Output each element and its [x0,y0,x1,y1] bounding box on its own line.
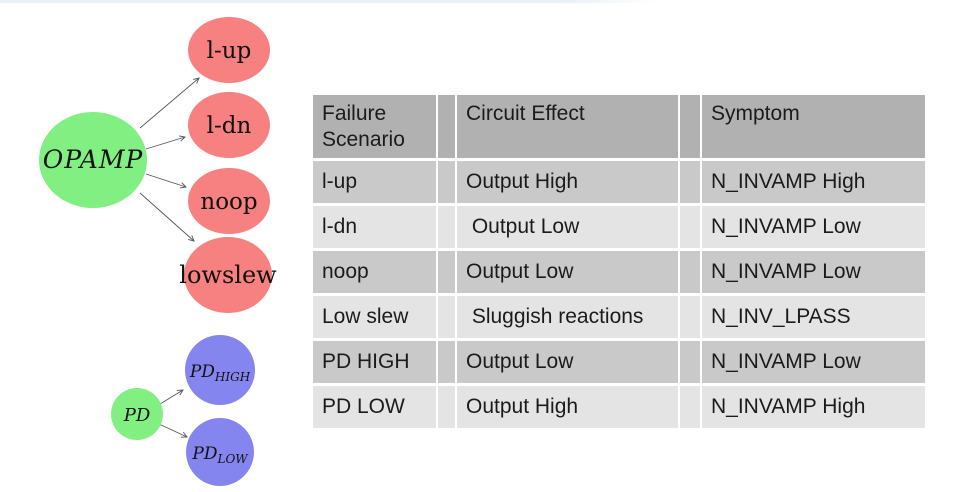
cell-symptom-low-slew: N_INV_LPASS [702,296,925,338]
cell-effect-pd-high: Output Low [457,341,678,383]
row3-spacer-1 [438,296,455,338]
row3-spacer-2 [680,296,700,338]
lowslew-node-label: lowslew [179,261,277,289]
cell-effect-pd-low: Output High [457,386,678,428]
failure-mode-tree-diagram: OPAMP l-up l-dn noop lowslew PD PDHIGH P… [39,17,277,486]
row1-spacer-2 [680,206,700,248]
edge-opamp-lowslew [139,192,195,242]
pd-low-node [186,418,254,486]
pd-high-node [185,335,255,405]
cell-failure-noop: noop [313,251,436,293]
col-header-failure-scenario: Failure Scenario [313,95,436,158]
pd-high-node-label: PDHIGH [189,362,251,384]
cell-failure-l-dn: l-dn [313,206,436,248]
pd-high-base-text: PD [189,362,215,382]
l-up-node-label: l-up [207,38,252,64]
pd-low-subscript-text: LOW [216,452,249,466]
pd-low-node-label: PDLOW [191,444,249,466]
pd-high-subscript-text: HIGH [214,370,251,384]
row5-spacer-1 [438,386,455,428]
cell-failure-l-up: l-up [313,161,436,203]
top-edge-highlight [0,0,660,3]
lowslew-node [184,237,272,313]
opamp-node-label: OPAMP [43,145,144,174]
l-dn-node-label: l-dn [207,113,252,139]
row2-spacer-1 [438,251,455,293]
l-dn-node [188,92,270,158]
header-spacer-2 [680,95,700,158]
cell-effect-low-slew: Sluggish reactions [457,296,678,338]
edge-pd-pdlow [158,423,188,438]
row4-spacer-2 [680,341,700,383]
cell-symptom-pd-high: N_INVAMP Low [702,341,925,383]
cell-symptom-l-dn: N_INVAMP Low [702,206,925,248]
edge-opamp-ldn [145,135,186,150]
l-up-node [188,17,270,83]
pd-node [111,388,163,440]
row0-spacer-2 [680,161,700,203]
row4-spacer-1 [438,341,455,383]
col-header-circuit-effect: Circuit Effect [457,95,678,158]
edge-opamp-lup [139,77,200,129]
row2-spacer-2 [680,251,700,293]
row1-spacer-1 [438,206,455,248]
cell-failure-pd-low: PD LOW [313,386,436,428]
header-spacer-1 [438,95,455,158]
cell-effect-noop: Output Low [457,251,678,293]
edge-pd-pdhigh [159,389,184,405]
cell-symptom-noop: N_INVAMP Low [702,251,925,293]
cell-symptom-l-up: N_INVAMP High [702,161,925,203]
noop-node [188,168,270,234]
opamp-node [39,112,147,208]
failure-scenario-table: Failure Scenario Circuit Effect Symptom … [313,95,925,428]
cell-failure-low-slew: Low slew [313,296,436,338]
cell-effect-l-up: Output High [457,161,678,203]
row5-spacer-2 [680,386,700,428]
col-header-symptom: Symptom [702,95,925,158]
cell-effect-l-dn: Output Low [457,206,678,248]
row0-spacer-1 [438,161,455,203]
noop-node-label: noop [200,189,257,215]
cell-failure-pd-high: PD HIGH [313,341,436,383]
pd-node-label: PD [123,405,151,426]
pd-low-base-text: PD [191,444,217,464]
edge-opamp-noop [145,173,187,189]
cell-symptom-pd-low: N_INVAMP High [702,386,925,428]
